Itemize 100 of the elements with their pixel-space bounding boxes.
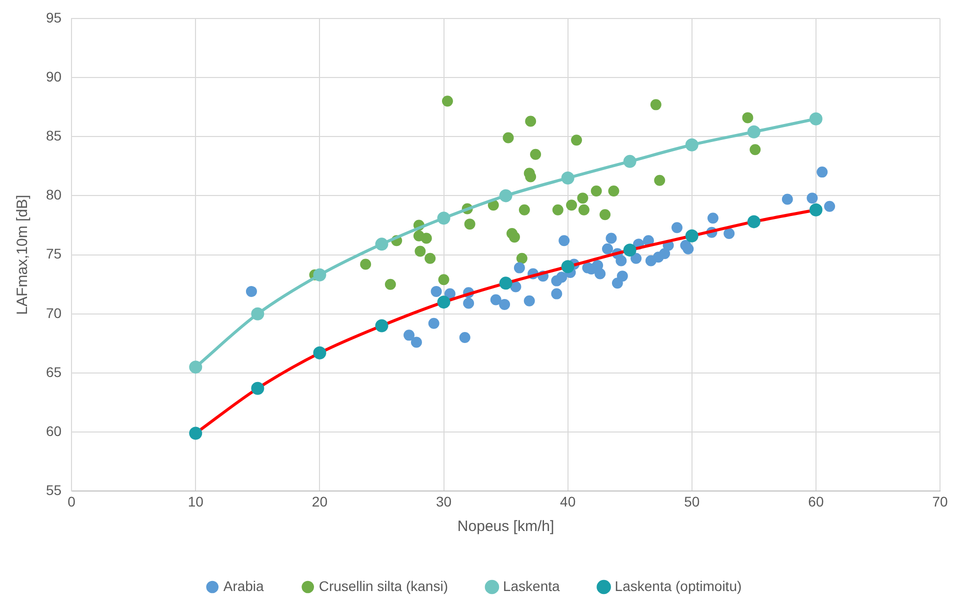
point xyxy=(742,112,754,124)
x-tick-label: 40 xyxy=(560,493,576,510)
point xyxy=(654,174,666,186)
x-tick-label: 60 xyxy=(808,493,824,510)
point xyxy=(600,209,611,220)
point xyxy=(578,204,590,216)
y-tick-label: 75 xyxy=(46,246,62,262)
x-tick-label: 10 xyxy=(188,493,204,510)
point xyxy=(561,171,574,184)
point xyxy=(459,332,470,344)
point xyxy=(645,255,656,266)
x-axis-title: Nopeus [km/h] xyxy=(457,518,554,536)
x-tick-label: 0 xyxy=(68,493,76,510)
point xyxy=(251,382,264,395)
point xyxy=(558,235,570,246)
point xyxy=(525,116,536,127)
point xyxy=(437,212,450,225)
legend-label: Arabia xyxy=(223,578,264,594)
point xyxy=(747,215,760,228)
y-tick-label: 65 xyxy=(46,364,62,380)
point xyxy=(685,229,698,242)
point xyxy=(524,295,535,306)
point xyxy=(707,212,718,224)
point xyxy=(571,134,582,146)
point xyxy=(438,274,450,286)
point xyxy=(189,360,202,374)
point xyxy=(375,319,388,332)
point xyxy=(413,230,424,242)
point xyxy=(530,148,542,160)
point xyxy=(602,243,614,254)
point xyxy=(384,278,396,290)
point xyxy=(502,132,514,144)
y-tick-label: 60 xyxy=(46,422,62,439)
point xyxy=(551,275,562,286)
point xyxy=(685,138,698,152)
point xyxy=(616,270,628,282)
legend-label: Laskenta (optimoitu) xyxy=(614,578,742,594)
point xyxy=(499,298,510,310)
x-tick-label: 50 xyxy=(684,493,700,510)
point xyxy=(510,281,522,292)
point xyxy=(508,232,520,243)
point xyxy=(590,185,602,196)
point xyxy=(630,252,642,264)
point xyxy=(360,258,372,270)
point xyxy=(824,200,836,212)
point xyxy=(809,112,822,126)
point xyxy=(750,144,761,156)
point xyxy=(424,252,436,264)
point xyxy=(464,218,476,230)
point xyxy=(442,96,453,107)
point xyxy=(514,262,525,274)
point xyxy=(516,252,528,264)
point xyxy=(782,194,793,205)
point xyxy=(612,278,623,289)
point xyxy=(414,246,426,257)
point xyxy=(606,232,617,244)
y-tick-label: 85 xyxy=(46,127,62,144)
y-tick-label: 70 xyxy=(46,304,62,321)
point xyxy=(608,185,620,196)
point xyxy=(806,192,818,204)
point xyxy=(490,294,502,306)
point xyxy=(410,336,422,348)
point xyxy=(577,192,588,204)
x-tick-label: 20 xyxy=(312,493,328,510)
point xyxy=(313,346,326,360)
point xyxy=(551,288,562,300)
point xyxy=(682,243,694,254)
point xyxy=(313,268,326,282)
point xyxy=(499,189,512,202)
point xyxy=(566,200,578,211)
y-tick-label: 95 xyxy=(46,9,62,26)
point xyxy=(747,125,760,138)
point xyxy=(659,248,670,260)
legend-label: Crusellin silta (kansi) xyxy=(318,578,448,594)
point xyxy=(671,222,682,234)
point xyxy=(650,99,662,110)
point xyxy=(616,255,627,266)
y-tick-label: 90 xyxy=(46,68,62,84)
point xyxy=(623,154,636,168)
point xyxy=(561,260,574,274)
point xyxy=(518,204,530,216)
y-tick-label: 55 xyxy=(46,482,62,498)
x-tick-label: 30 xyxy=(436,493,452,510)
point xyxy=(437,296,450,309)
point xyxy=(246,286,257,297)
point xyxy=(623,244,636,257)
point xyxy=(251,307,264,320)
point xyxy=(809,203,822,216)
point xyxy=(816,166,828,178)
point xyxy=(499,276,512,290)
y-tick-label: 80 xyxy=(46,186,62,203)
point xyxy=(724,228,735,240)
point xyxy=(189,426,202,440)
point xyxy=(430,286,442,297)
point xyxy=(375,238,388,251)
y-axis-title: LAFmax,10m [dB] xyxy=(14,194,32,315)
point xyxy=(404,330,415,341)
x-tick-label: 70 xyxy=(932,493,948,510)
legend-label: Laskenta xyxy=(502,578,560,594)
point xyxy=(428,318,440,329)
